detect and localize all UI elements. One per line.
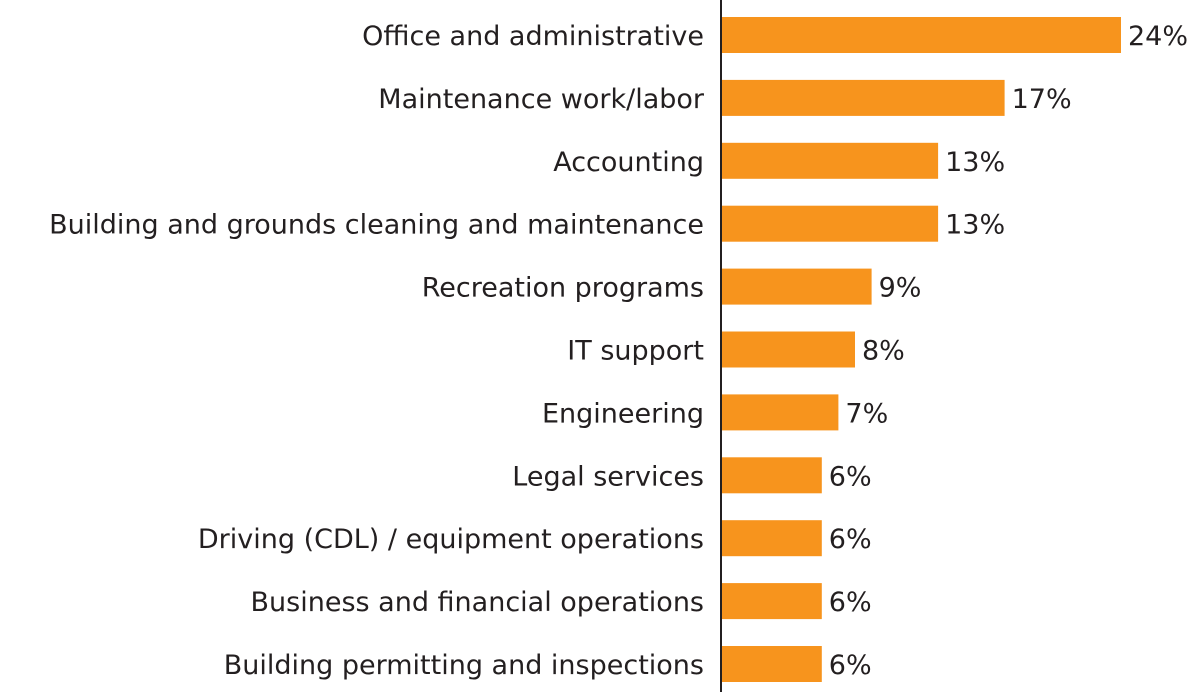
value-label: 24% xyxy=(1128,21,1188,52)
bar-1 xyxy=(722,79,1005,116)
bars-group xyxy=(722,17,1121,682)
bar-6 xyxy=(722,394,839,431)
category-label: Building permitting and inspections xyxy=(224,650,704,681)
value-label: 7% xyxy=(845,398,888,429)
value-label: 13% xyxy=(945,210,1005,241)
category-label: Driving (CDL) / equipment operations xyxy=(198,524,704,555)
category-labels: Office and administrative Maintenance wor… xyxy=(49,21,705,681)
category-label: Engineering xyxy=(542,398,704,429)
bar-9 xyxy=(722,583,822,620)
value-label: 9% xyxy=(879,273,922,304)
category-label: Legal services xyxy=(512,461,704,492)
value-label: 6% xyxy=(829,524,872,555)
bar-0 xyxy=(722,17,1121,53)
bar-2 xyxy=(722,142,939,179)
bar-5 xyxy=(722,331,855,368)
value-labels: 24% 17% 13% 13% 9% 8% 7% 6% 6% 6% 6% xyxy=(829,21,1188,681)
category-label: IT support xyxy=(567,336,704,367)
bar-3 xyxy=(722,205,939,242)
value-label: 13% xyxy=(945,147,1005,178)
value-label: 6% xyxy=(829,650,872,681)
bar-7 xyxy=(722,457,822,494)
bar-10 xyxy=(722,646,822,682)
value-label: 8% xyxy=(862,336,905,367)
category-label: Recreation programs xyxy=(422,273,704,304)
category-label: Office and administrative xyxy=(362,21,704,52)
value-label: 17% xyxy=(1012,84,1072,115)
value-label: 6% xyxy=(829,461,872,492)
bar-8 xyxy=(722,520,822,557)
category-label: Business and financial operations xyxy=(251,587,704,618)
value-label: 6% xyxy=(829,587,872,618)
category-label: Building and grounds cleaning and mainte… xyxy=(49,210,704,241)
category-label: Accounting xyxy=(553,147,704,178)
category-label: Maintenance work/labor xyxy=(378,84,705,115)
bar-4 xyxy=(722,268,872,305)
